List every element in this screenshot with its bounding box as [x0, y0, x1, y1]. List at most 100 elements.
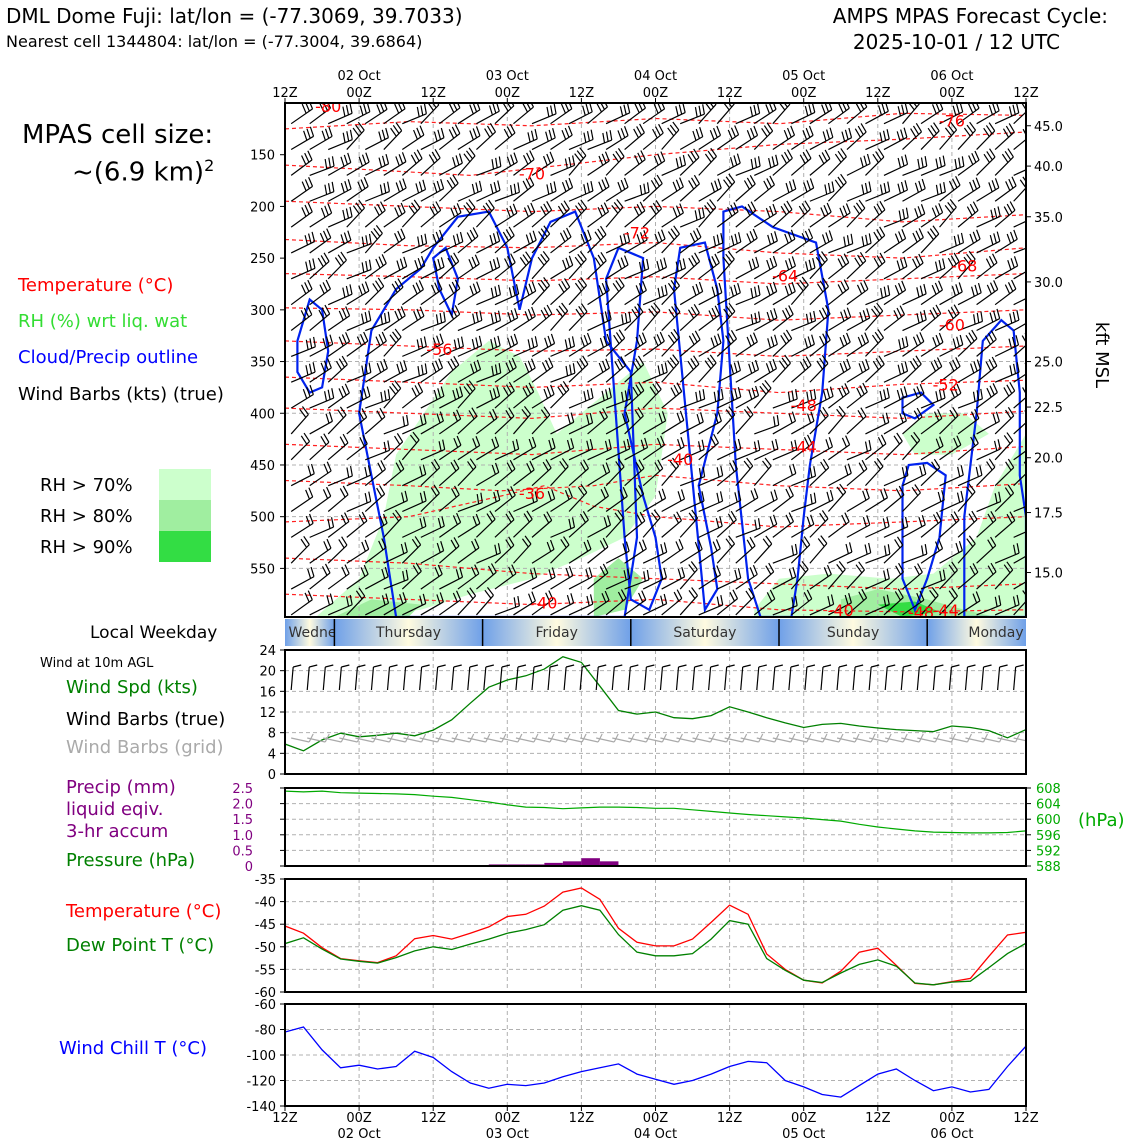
surface-barb — [868, 664, 880, 691]
wind-barb — [994, 279, 1017, 306]
wind-barb — [679, 281, 704, 306]
wind-barb — [309, 593, 334, 616]
height-tick-label: 30.0 — [1034, 276, 1063, 291]
wind-barb — [661, 225, 680, 254]
pressure-tick-label: 200 — [250, 200, 275, 215]
wind-barb — [327, 306, 351, 332]
wind-barb — [716, 510, 737, 538]
wind-barb — [772, 256, 796, 280]
wind-barb — [438, 485, 460, 512]
wind-barb — [716, 438, 742, 461]
wind-barb — [531, 459, 552, 487]
top-date-label: 06 Oct — [930, 69, 973, 84]
wind-barb — [957, 563, 979, 590]
wind-barb — [883, 361, 909, 383]
wind-barb — [976, 562, 997, 590]
wind-barb — [754, 439, 779, 461]
wind-barb — [828, 542, 853, 564]
wind-barb — [309, 228, 332, 254]
wind-barb — [828, 233, 854, 254]
wind-barb — [994, 458, 1015, 487]
wind-barb — [364, 331, 387, 357]
surface-barb — [338, 664, 350, 691]
wind-barb — [568, 483, 588, 512]
wind-barb — [920, 357, 943, 383]
wind-barb — [846, 439, 872, 461]
wind-barb — [346, 511, 368, 538]
wind-barb — [828, 463, 852, 487]
wind-barb — [976, 253, 998, 280]
wind-barb — [401, 280, 424, 306]
weekday-bar: Local Weekday Wednesday Thursday Friday Sat… — [90, 619, 1026, 646]
surface-barb — [708, 664, 719, 691]
wind-barb — [513, 202, 536, 228]
surface-barb — [579, 664, 591, 691]
wind-barb — [809, 149, 831, 176]
wind-barb — [679, 539, 703, 564]
wind-barb — [624, 407, 644, 435]
wind-barb — [698, 305, 721, 332]
height-tick-label: 17.5 — [1034, 507, 1063, 522]
wind-barb — [735, 488, 759, 513]
wind-barb — [420, 257, 445, 280]
grid-barb — [836, 733, 860, 743]
wind-barb — [513, 230, 537, 254]
wind-barb — [976, 231, 1001, 254]
wind-barb — [383, 459, 405, 487]
wind-barb — [957, 177, 981, 202]
wind-barb — [475, 586, 494, 616]
wind-barb — [439, 231, 464, 254]
surface-barb — [756, 664, 767, 691]
wind-barb — [865, 148, 885, 176]
wind-barb — [420, 564, 443, 590]
wind-barb — [642, 302, 661, 331]
wind-barb — [809, 458, 830, 487]
wind-barb — [939, 199, 957, 228]
grid-barb — [531, 733, 555, 743]
wind-barb — [346, 587, 366, 616]
wind-barb — [1013, 260, 1026, 280]
wind-barb — [828, 203, 851, 228]
wind-barb — [753, 457, 772, 487]
wind-barb — [772, 179, 797, 202]
precip-tick-label: 1.0 — [232, 829, 253, 844]
time-height-panel: -80-76-70-72-68-64-60-56-52-48-44-40-36-… — [250, 69, 1112, 618]
wind-barb — [624, 201, 646, 228]
wind-barb — [957, 483, 976, 512]
wind-barb — [494, 308, 519, 332]
wind-barb — [716, 568, 742, 590]
wind-barb — [865, 594, 890, 616]
wind-barb — [976, 536, 997, 564]
wind-barb — [642, 542, 668, 564]
wind-barb — [661, 538, 684, 564]
wind-barb — [920, 458, 941, 487]
wind-barb — [531, 333, 556, 357]
wind-barb — [290, 231, 316, 254]
surface-barb — [948, 664, 960, 691]
temperature-isotherm — [285, 376, 1026, 394]
isotherm-label: -36 — [519, 484, 545, 503]
wind-barb — [716, 535, 736, 564]
wind-barb — [494, 357, 517, 383]
bottom-tick-label: 12Z — [272, 1111, 298, 1126]
wind-barb — [309, 538, 332, 564]
bottom-time-axis: 12Z 00Z 12Z 00Z 12Z 00Z 12Z 00Z 12Z 00Z 12Z 02 Oct 0… — [272, 1106, 1039, 1140]
wind-barb — [716, 387, 742, 409]
wind-barb — [753, 255, 778, 280]
wind-barb — [679, 389, 706, 409]
wind-barb — [346, 386, 371, 409]
wind-barb — [531, 567, 556, 590]
legend-liquid: liquid eqiv. — [66, 799, 164, 820]
wind-barb — [476, 436, 500, 461]
wind-barb — [828, 279, 850, 306]
grid-barb — [933, 733, 956, 743]
wind-barb — [457, 227, 479, 254]
weekday-label: Thursday — [375, 625, 441, 641]
wind-barb — [698, 594, 724, 616]
wind-barb — [735, 587, 755, 616]
wind-barb — [365, 311, 391, 332]
wind-barb — [791, 228, 814, 254]
wind-barb — [624, 355, 645, 383]
wind-barb — [457, 380, 476, 409]
wind-barb — [327, 433, 349, 461]
